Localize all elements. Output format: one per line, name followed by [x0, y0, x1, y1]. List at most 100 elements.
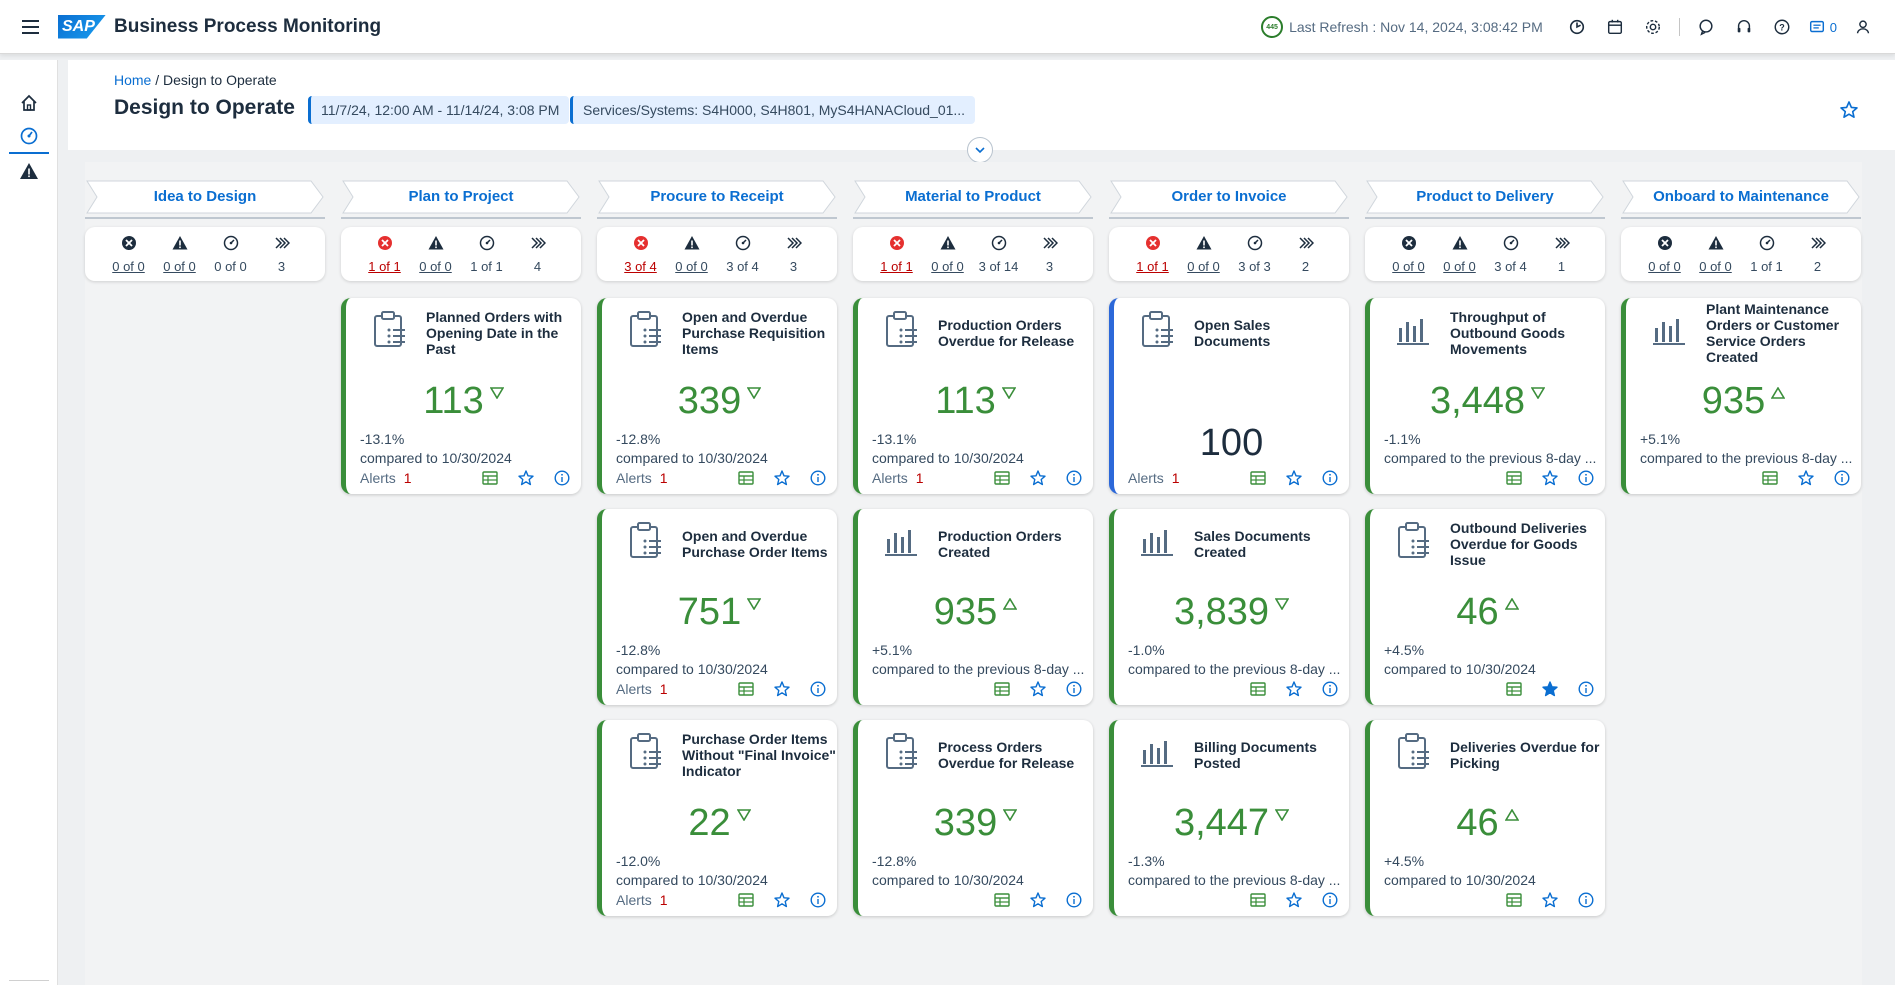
info-icon[interactable] [1577, 469, 1595, 487]
dashboard-icon[interactable] [8, 120, 49, 154]
info-icon[interactable] [553, 469, 571, 487]
info-icon[interactable] [809, 469, 827, 487]
table-view-icon[interactable] [737, 680, 755, 698]
status-warning[interactable]: 0 of 0 [928, 227, 968, 281]
help-icon[interactable]: ? [1770, 15, 1794, 39]
info-icon[interactable] [809, 891, 827, 909]
status-monitor[interactable]: 0 of 0 [211, 227, 251, 281]
status-monitor[interactable]: 3 of 4 [723, 227, 763, 281]
status-error[interactable]: 0 of 0 [109, 227, 149, 281]
star-icon[interactable] [517, 469, 535, 487]
star-icon[interactable] [1029, 680, 1047, 698]
star-icon[interactable] [1029, 469, 1047, 487]
tile-alerts[interactable]: Alerts 1 [616, 892, 668, 908]
tile-alerts[interactable]: Alerts 1 [616, 470, 668, 486]
kpi-tile[interactable]: Purchase Order Items Without "Final Invo… [597, 720, 837, 916]
info-icon[interactable] [1065, 891, 1083, 909]
status-warning[interactable]: 0 of 0 [1440, 227, 1480, 281]
status-forward[interactable]: 1 [1542, 227, 1582, 281]
star-icon[interactable] [773, 469, 791, 487]
phase-header-order-to-invoice[interactable]: Order to Invoice [1109, 180, 1349, 214]
calendar-icon[interactable] [1603, 15, 1627, 39]
status-error[interactable]: 1 of 1 [877, 227, 917, 281]
star-icon[interactable] [1285, 469, 1303, 487]
kpi-tile[interactable]: Open Sales Documents 100 Alerts 1 [1109, 298, 1349, 494]
kpi-tile[interactable]: Planned Orders with Opening Date in the … [341, 298, 581, 494]
table-view-icon[interactable] [1505, 680, 1523, 698]
settings-icon[interactable] [1641, 15, 1665, 39]
tile-alerts[interactable]: Alerts 1 [616, 681, 668, 697]
table-view-icon[interactable] [1761, 469, 1779, 487]
status-error[interactable]: 0 of 0 [1645, 227, 1685, 281]
table-view-icon[interactable] [737, 469, 755, 487]
status-warning[interactable]: 0 of 0 [672, 227, 712, 281]
status-forward[interactable]: 3 [774, 227, 814, 281]
status-forward[interactable]: 3 [262, 227, 302, 281]
table-view-icon[interactable] [1505, 469, 1523, 487]
info-icon[interactable] [1321, 469, 1339, 487]
status-error[interactable]: 1 of 1 [1133, 227, 1173, 281]
info-icon[interactable] [1065, 469, 1083, 487]
status-warning[interactable]: 0 of 0 [1184, 227, 1224, 281]
phase-header-idea-to-design[interactable]: Idea to Design [85, 180, 325, 214]
kpi-tile[interactable]: Throughput of Outbound Goods Movements 3,… [1365, 298, 1605, 494]
status-forward[interactable]: 3 [1030, 227, 1070, 281]
tile-alerts[interactable]: Alerts 1 [360, 470, 412, 486]
star-icon[interactable] [773, 680, 791, 698]
status-monitor[interactable]: 1 of 1 [1747, 227, 1787, 281]
notifications-button[interactable]: 0 [1808, 18, 1837, 36]
status-forward[interactable]: 2 [1286, 227, 1326, 281]
favorite-star-icon[interactable] [1839, 100, 1863, 124]
status-error[interactable]: 1 of 1 [365, 227, 405, 281]
phase-header-onboard-to-maintenance[interactable]: Onboard to Maintenance [1621, 180, 1861, 214]
status-error[interactable]: 0 of 0 [1389, 227, 1429, 281]
kpi-tile[interactable]: Production Orders Overdue for Release 113… [853, 298, 1093, 494]
kpi-tile[interactable]: Production Orders Created 935 +5.1% compare… [853, 509, 1093, 705]
star-icon[interactable] [1541, 891, 1559, 909]
status-error[interactable]: 3 of 4 [621, 227, 661, 281]
info-icon[interactable] [1833, 469, 1851, 487]
kpi-tile[interactable]: Sales Documents Created 3,839 -1.0% compare… [1109, 509, 1349, 705]
kpi-tile[interactable]: Deliveries Overdue for Picking 46 +4.5% com… [1365, 720, 1605, 916]
systems-chip[interactable]: Services/Systems: S4H000, S4H801, MyS4HA… [570, 96, 976, 124]
status-monitor[interactable]: 3 of 3 [1235, 227, 1275, 281]
status-warning[interactable]: 0 of 0 [416, 227, 456, 281]
menu-button[interactable] [16, 12, 46, 42]
star-icon[interactable] [1285, 680, 1303, 698]
user-icon[interactable] [1851, 15, 1875, 39]
status-monitor[interactable]: 3 of 14 [979, 227, 1019, 281]
info-icon[interactable] [809, 680, 827, 698]
table-view-icon[interactable] [1505, 891, 1523, 909]
info-icon[interactable] [1321, 891, 1339, 909]
refresh-badge-icon[interactable]: 445 [1261, 16, 1284, 38]
phase-header-procure-to-receipt[interactable]: Procure to Receipt [597, 180, 837, 214]
kpi-tile[interactable]: Process Orders Overdue for Release 339 -12… [853, 720, 1093, 916]
alert-icon[interactable] [9, 154, 49, 188]
table-view-icon[interactable] [993, 469, 1011, 487]
status-forward[interactable]: 2 [1798, 227, 1838, 281]
status-monitor[interactable]: 3 of 4 [1491, 227, 1531, 281]
status-warning[interactable]: 0 of 0 [1696, 227, 1736, 281]
info-icon[interactable] [1065, 680, 1083, 698]
info-icon[interactable] [1577, 891, 1595, 909]
home-icon[interactable] [9, 86, 49, 120]
table-view-icon[interactable] [993, 680, 1011, 698]
kpi-tile[interactable]: Outbound Deliveries Overdue for Goods Is… [1365, 509, 1605, 705]
star-icon[interactable] [773, 891, 791, 909]
date-range-chip[interactable]: 11/7/24, 12:00 AM - 11/14/24, 3:08 PM [308, 96, 570, 124]
star-icon[interactable] [1029, 891, 1047, 909]
feedback-icon[interactable] [1694, 15, 1718, 39]
sap-logo[interactable]: SAP [58, 14, 106, 39]
breadcrumb-home-link[interactable]: Home [114, 72, 152, 88]
info-icon[interactable] [1577, 680, 1595, 698]
table-view-icon[interactable] [1249, 469, 1267, 487]
star-icon[interactable] [1541, 469, 1559, 487]
phase-header-material-to-product[interactable]: Material to Product [853, 180, 1093, 214]
phase-header-product-to-delivery[interactable]: Product to Delivery [1365, 180, 1605, 214]
info-icon[interactable] [1321, 680, 1339, 698]
kpi-tile[interactable]: Plant Maintenance Orders or Customer Ser… [1621, 298, 1861, 494]
table-view-icon[interactable] [737, 891, 755, 909]
star-icon[interactable] [1797, 469, 1815, 487]
table-view-icon[interactable] [1249, 680, 1267, 698]
status-forward[interactable]: 4 [518, 227, 558, 281]
